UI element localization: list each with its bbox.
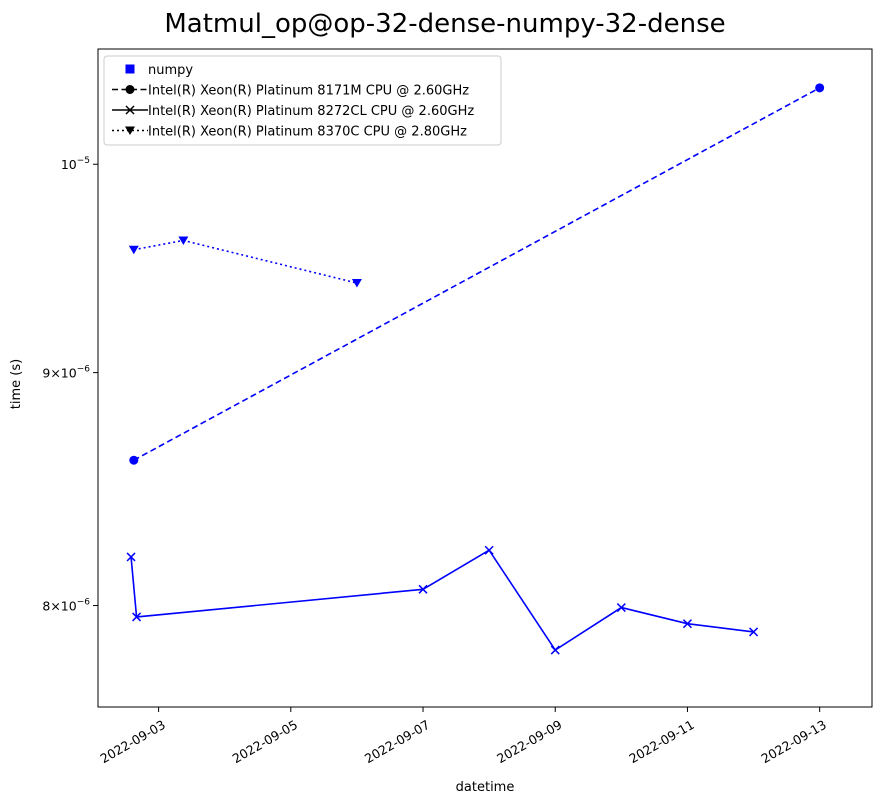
- data-point: [815, 83, 825, 93]
- legend-label: numpy: [148, 63, 193, 78]
- legend-item: Intel(R) Xeon(R) Platinum 8171M CPU @ 2.…: [112, 84, 469, 99]
- chart-title: Matmul_op@op-32-dense-numpy-32-dense: [164, 9, 725, 39]
- y-tick-base: 10: [61, 157, 77, 172]
- series-line-8370c: [133, 239, 358, 284]
- x-axis: 2022-09-03 2022-09-05 2022-09-07 2022-09-09…: [97, 707, 829, 766]
- legend-item: Intel(R) Xeon(R) Platinum 8370C CPU @ 2.…: [112, 125, 467, 140]
- data-point: [351, 279, 362, 288]
- y-tick-label: 8×10−6: [42, 598, 90, 614]
- data-point: [682, 619, 692, 629]
- y-axis-label: time (s): [9, 359, 24, 409]
- y-axis: 8×10−69×10−610−5: [42, 156, 98, 614]
- axes-frame: [97, 48, 873, 708]
- y-tick-label: 9×10−6: [42, 365, 90, 381]
- data-point: [178, 236, 189, 245]
- legend-marker: [125, 126, 135, 135]
- legend-label: Intel(R) Xeon(R) Platinum 8171M CPU @ 2.…: [148, 84, 469, 99]
- legend: numpy Intel(R) Xeon(R) Platinum 8171M CPU…: [103, 55, 502, 146]
- series-line-8171m: [133, 87, 821, 461]
- x-tick-label: 2022-09-09: [494, 717, 564, 766]
- x-tick-label: 2022-09-07: [362, 717, 432, 766]
- series-8272cl: [126, 545, 759, 655]
- data-point: [126, 552, 136, 562]
- series-line-8272cl: [130, 549, 754, 652]
- legend-label: Intel(R) Xeon(R) Platinum 8370C CPU @ 2.…: [148, 125, 467, 140]
- plot-area: [126, 83, 825, 655]
- y-tick-times: ×10: [50, 366, 76, 381]
- legend-box: [103, 55, 502, 146]
- data-point: [129, 455, 139, 465]
- legend-marker: [125, 64, 135, 74]
- y-tick-label: 10−5: [61, 156, 90, 172]
- series-8370c: [128, 236, 362, 288]
- data-point: [749, 627, 759, 637]
- legend-item: numpy: [125, 63, 193, 78]
- legend-label: Intel(R) Xeon(R) Platinum 8272CL CPU @ 2…: [148, 104, 474, 119]
- x-tick-label: 2022-09-13: [759, 717, 829, 766]
- y-tick-exponent: −5: [77, 156, 90, 166]
- x-tick-label: 2022-09-05: [230, 717, 300, 766]
- data-point: [616, 603, 626, 613]
- x-axis-label: datetime: [456, 780, 515, 795]
- legend-item: Intel(R) Xeon(R) Platinum 8272CL CPU @ 2…: [112, 104, 474, 119]
- x-tick-label: 2022-09-11: [626, 717, 696, 766]
- y-tick-mantissa: 8: [42, 599, 50, 614]
- legend-marker: [125, 85, 135, 94]
- data-point: [484, 545, 494, 555]
- data-point: [418, 584, 428, 594]
- y-tick-exponent: −6: [77, 365, 91, 375]
- y-tick-exponent: −6: [77, 598, 91, 608]
- series-8171m: [129, 83, 825, 465]
- data-point: [128, 245, 139, 255]
- x-tick-label: 2022-09-03: [97, 717, 167, 766]
- legend-marker: [125, 105, 135, 115]
- data-point: [550, 645, 560, 655]
- data-point: [132, 612, 142, 622]
- y-tick-mantissa: 9: [42, 366, 50, 381]
- y-tick-times: ×10: [50, 599, 76, 614]
